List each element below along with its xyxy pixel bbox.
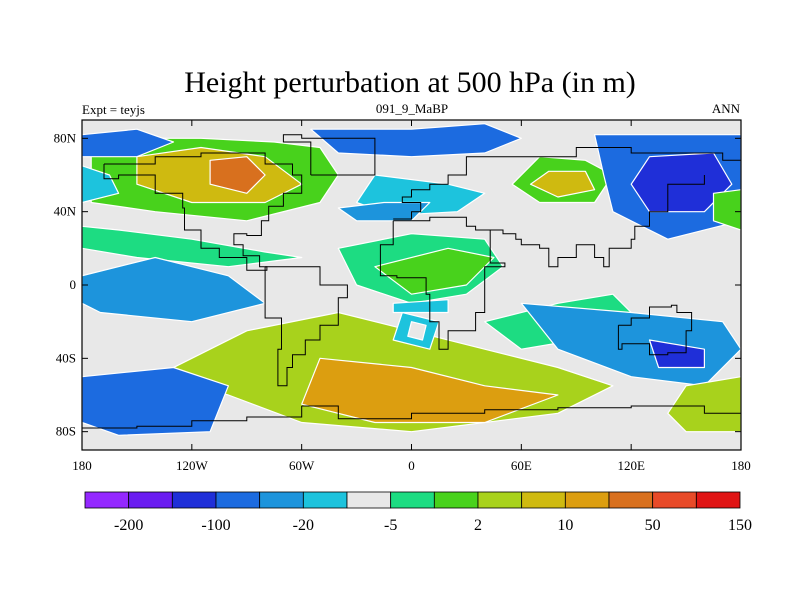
contour-region	[301, 357, 559, 424]
coastline	[617, 304, 693, 356]
colorbar-swatch	[215, 491, 261, 509]
x-tick-label: 0	[408, 458, 415, 473]
subtitle-left: Expt = teyjs	[82, 102, 145, 117]
colorbar-swatch	[390, 491, 435, 509]
colorbar-label: 2	[474, 517, 482, 534]
y-tick-label: 80N	[54, 130, 77, 145]
colorbar-swatch	[84, 491, 130, 509]
colorbar-swatch	[259, 491, 304, 509]
y-tick-label: 40N	[54, 204, 77, 219]
colorbar-swatch	[128, 491, 173, 509]
coastline	[103, 152, 303, 271]
contour-region	[82, 366, 229, 436]
coastline	[393, 147, 741, 220]
map-area	[82, 120, 741, 450]
colorbar-swatch	[652, 491, 697, 509]
contour-region	[209, 156, 266, 194]
coastline	[301, 405, 741, 428]
colorbar-label: -200	[114, 517, 143, 534]
coastline	[282, 134, 376, 176]
colorbar-swatch	[477, 491, 523, 509]
colorbar-swatch	[521, 491, 566, 509]
y-tick-label: 0	[70, 277, 77, 292]
contour-region	[82, 165, 120, 204]
x-tick-label: 180	[731, 458, 751, 473]
colorbar-swatch	[608, 491, 654, 509]
contour-region	[82, 128, 175, 158]
colorbar-swatch	[346, 491, 392, 509]
colorbar-swatch	[171, 491, 217, 509]
coastline	[379, 216, 506, 350]
contour-region	[374, 247, 495, 295]
x-tick-label: 60E	[511, 458, 532, 473]
contour-region	[712, 189, 741, 231]
colorbar-swatch	[433, 491, 479, 509]
colorbar-label: 50	[645, 517, 661, 534]
y-axis: 80N 40N 0 40S 80S	[54, 130, 741, 439]
contour-region	[310, 123, 522, 158]
coastline	[475, 175, 705, 268]
coastlines	[82, 134, 741, 429]
colorbar-label: -5	[384, 517, 397, 534]
contour-region	[82, 256, 266, 323]
colorbar-swatch	[302, 491, 348, 509]
x-tick-label: 60W	[289, 458, 315, 473]
coastline	[264, 266, 348, 387]
x-tick-label: 120E	[617, 458, 645, 473]
x-axis: 180 120W 60W 0 60E 120E 180	[72, 120, 751, 473]
subtitle-right: ANN	[712, 101, 741, 116]
coastline	[82, 406, 303, 429]
colorbar-label: -100	[201, 517, 230, 534]
colorbar: -200 -100 -20 -5 2 10 50 150	[84, 491, 752, 534]
y-tick-label: 80S	[56, 424, 76, 439]
x-tick-label: 120W	[176, 458, 209, 473]
colorbar-label: 150	[728, 517, 752, 534]
contour-region	[407, 321, 427, 341]
contour-region	[82, 225, 303, 268]
colorbar-swatch	[695, 491, 741, 509]
contour-region	[667, 376, 741, 433]
y-tick-label: 40S	[56, 350, 76, 365]
colorbar-swatch	[564, 491, 610, 509]
x-tick-label: 180	[72, 458, 92, 473]
subtitle-center: 091_9_MaBP	[376, 101, 448, 116]
contour-region	[529, 170, 596, 198]
colorbar-label: 10	[557, 517, 573, 534]
colorbar-label: -20	[293, 517, 314, 534]
chart-title: Height perturbation at 500 hPa (in m)	[184, 66, 636, 99]
